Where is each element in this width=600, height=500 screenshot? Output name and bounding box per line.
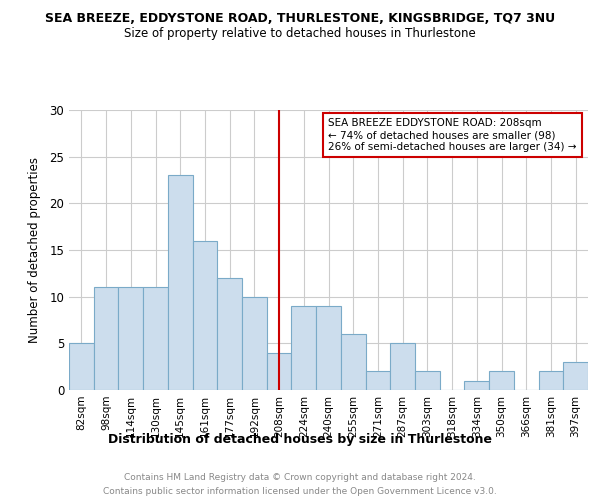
Bar <box>118 288 143 390</box>
Bar <box>168 176 193 390</box>
Text: Contains public sector information licensed under the Open Government Licence v3: Contains public sector information licen… <box>103 488 497 496</box>
Bar <box>415 372 440 390</box>
Text: Contains HM Land Registry data © Crown copyright and database right 2024.: Contains HM Land Registry data © Crown c… <box>124 472 476 482</box>
Bar <box>143 288 168 390</box>
Bar <box>94 288 118 390</box>
Text: Distribution of detached houses by size in Thurlestone: Distribution of detached houses by size … <box>108 432 492 446</box>
Bar <box>365 372 390 390</box>
Bar <box>464 380 489 390</box>
Y-axis label: Number of detached properties: Number of detached properties <box>28 157 41 343</box>
Bar <box>69 344 94 390</box>
Bar <box>341 334 365 390</box>
Text: SEA BREEZE, EDDYSTONE ROAD, THURLESTONE, KINGSBRIDGE, TQ7 3NU: SEA BREEZE, EDDYSTONE ROAD, THURLESTONE,… <box>45 12 555 26</box>
Text: SEA BREEZE EDDYSTONE ROAD: 208sqm
← 74% of detached houses are smaller (98)
26% : SEA BREEZE EDDYSTONE ROAD: 208sqm ← 74% … <box>329 118 577 152</box>
Text: Size of property relative to detached houses in Thurlestone: Size of property relative to detached ho… <box>124 28 476 40</box>
Bar <box>316 306 341 390</box>
Bar <box>539 372 563 390</box>
Bar <box>563 362 588 390</box>
Bar <box>390 344 415 390</box>
Bar <box>193 240 217 390</box>
Bar <box>292 306 316 390</box>
Bar <box>217 278 242 390</box>
Bar <box>242 296 267 390</box>
Bar <box>267 352 292 390</box>
Bar <box>489 372 514 390</box>
